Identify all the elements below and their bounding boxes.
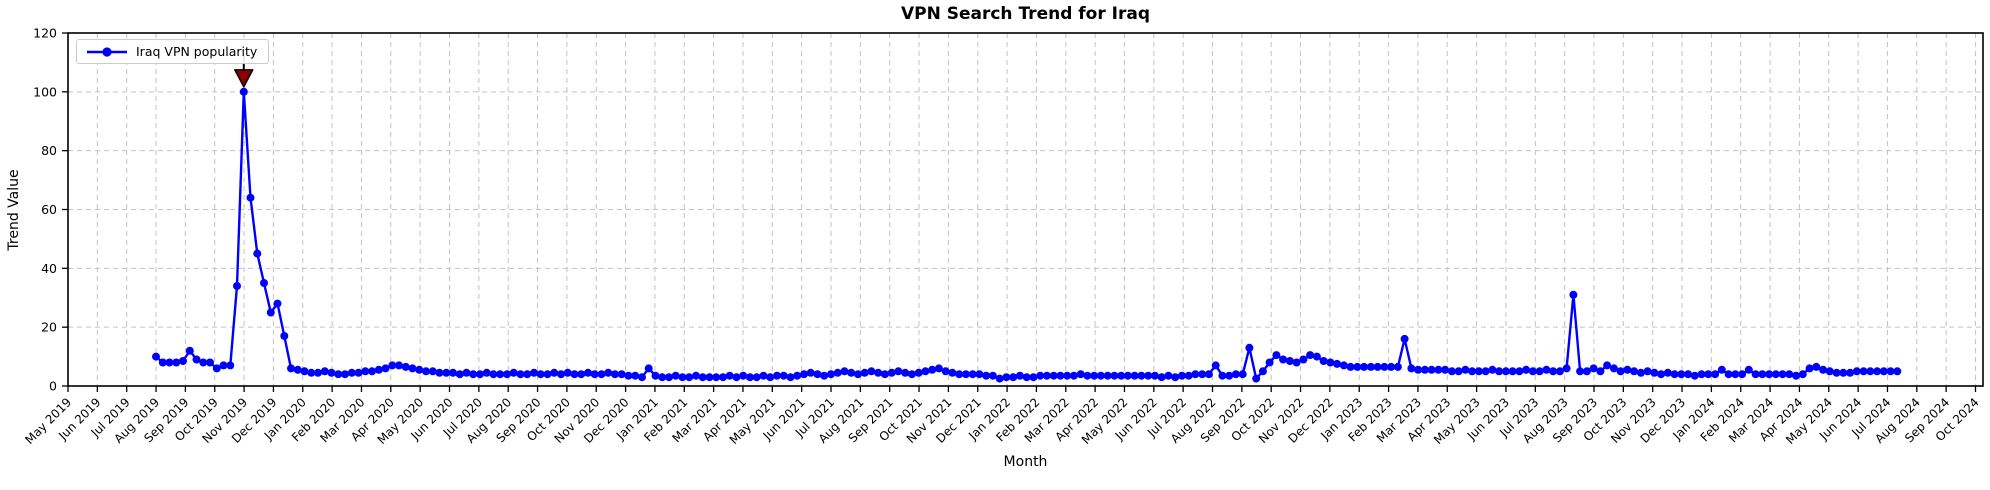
svg-text:120: 120 (33, 26, 57, 41)
legend-line-marker-icon (87, 46, 127, 57)
chart-title: VPN Search Trend for Iraq (900, 4, 1151, 24)
svg-text:40: 40 (41, 261, 57, 276)
x-axis-title: Month (1003, 454, 1048, 470)
legend-dot (102, 46, 112, 57)
svg-text:0: 0 (49, 379, 57, 394)
svg-text:80: 80 (41, 143, 57, 158)
svg-text:20: 20 (41, 320, 57, 335)
legend: Iraq VPN popularity (76, 39, 270, 64)
svg-text:100: 100 (33, 84, 57, 99)
legend-label: Iraq VPN popularity (136, 44, 258, 59)
y-axis-title: Trend Value (6, 169, 22, 251)
svg-text:60: 60 (41, 202, 57, 217)
